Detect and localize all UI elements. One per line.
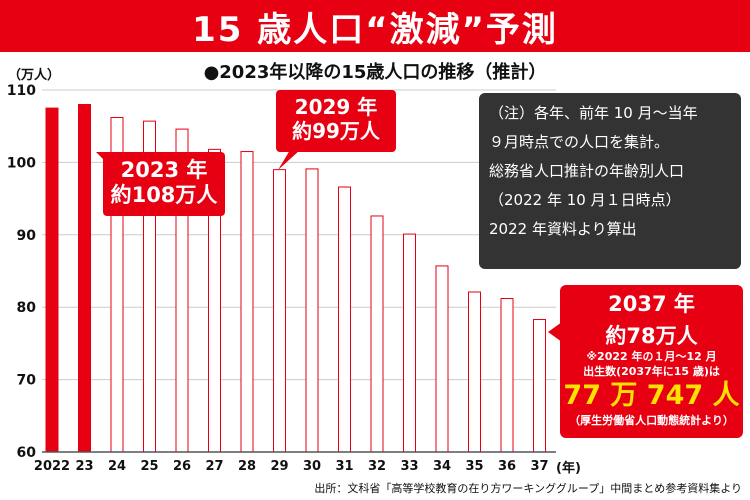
callout-2037-year: 2037 年	[608, 292, 695, 316]
bar-36	[500, 298, 514, 453]
callout-2029-value: 約99万人	[292, 119, 380, 143]
bar-37	[533, 319, 546, 453]
note-line: 総務省人口推計の年齢別人口	[489, 162, 685, 180]
x-tick-label: 2022	[34, 459, 70, 474]
births-source: （厚生労働省人口動態統計より）	[569, 414, 734, 427]
y-tick-label: 60	[17, 445, 37, 461]
page-title: 15 歳人口“激減”予測	[192, 9, 558, 50]
chart-subtitle: ●2023年以降の15歳人口の推移（推計）	[203, 62, 547, 83]
bar-33	[403, 233, 416, 453]
bar-30	[305, 168, 319, 453]
x-tick-label: 23	[75, 459, 93, 474]
y-tick-label: 110	[7, 83, 36, 99]
x-tick-labels: 2022 23 24 25 26 27 28 29 30 31 32 33 34 35 36 37	[34, 459, 549, 474]
callout-2023: 2023 年 約108万人	[103, 152, 225, 216]
callout-2037-pointer	[548, 322, 562, 342]
y-tick-label: 90	[17, 228, 37, 244]
x-tick-label: 36	[498, 459, 516, 474]
source-note: 出所：文科省「高等学校教育の在り方ワーキンググループ」中間まとめ参考資料集より	[314, 482, 742, 495]
x-tick-label: 25	[140, 459, 158, 474]
x-axis-unit: (年)	[556, 461, 581, 476]
x-tick-label: 33	[400, 459, 418, 474]
x-tick-label: 24	[108, 459, 126, 474]
y-axis-unit: （万人）	[8, 68, 61, 83]
callout-2023-value: 約108万人	[110, 183, 218, 208]
x-tick-label: 27	[205, 459, 223, 474]
bar-28	[240, 151, 254, 453]
y-tick-label: 70	[17, 373, 37, 389]
x-tick-label: 31	[335, 459, 353, 474]
y-tick-label: 100	[7, 155, 36, 171]
bar-32	[370, 215, 384, 453]
callout-2029-year: 2029 年	[294, 95, 378, 119]
note-line: （2022 年 10 月１日時点）	[489, 191, 681, 209]
births-note-2: 出生数(2037年に15 歳)は	[583, 365, 720, 378]
note-line: ９月時点での人口を集計。	[489, 133, 670, 151]
y-tick-label: 80	[17, 300, 37, 316]
callout-2023-year: 2023 年	[120, 158, 208, 182]
bar-2022	[45, 107, 59, 453]
x-tick-label: 30	[303, 459, 321, 474]
note-line: （注）各年、前年 10 月～当年	[489, 104, 698, 122]
bar-34	[435, 265, 449, 453]
x-tick-label: 29	[270, 459, 288, 474]
bar-31	[338, 186, 351, 453]
x-tick-label: 28	[238, 459, 256, 474]
callout-2037-value: 約78万人	[605, 324, 698, 348]
bar-29	[273, 169, 286, 453]
x-tick-label: 37	[530, 459, 548, 474]
x-tick-label: 34	[433, 459, 451, 474]
note-box: （注）各年、前年 10 月～当年 ９月時点での人口を集計。 総務省人口推計の年齢…	[479, 93, 741, 269]
x-tick-label: 32	[368, 459, 386, 474]
births-count: 77 万 747 人	[563, 380, 740, 411]
bar-23	[78, 103, 91, 453]
births-note-1: ※2022 年の１月～12 月	[586, 350, 717, 363]
callout-2029-pointer	[278, 150, 300, 170]
x-tick-label: 35	[465, 459, 483, 474]
note-line: 2022 年資料より算出	[489, 220, 637, 238]
callout-2037: 2037 年 約78万人 ※2022 年の１月～12 月 出生数(2037年に1…	[560, 285, 743, 438]
callout-2029: 2029 年 約99万人	[276, 90, 396, 152]
title-banner: 15 歳人口“激減”予測	[0, 0, 750, 52]
y-tick-labels: 60 70 80 90 100 110	[7, 83, 36, 461]
x-tick-label: 26	[173, 459, 191, 474]
bar-35	[468, 291, 481, 453]
